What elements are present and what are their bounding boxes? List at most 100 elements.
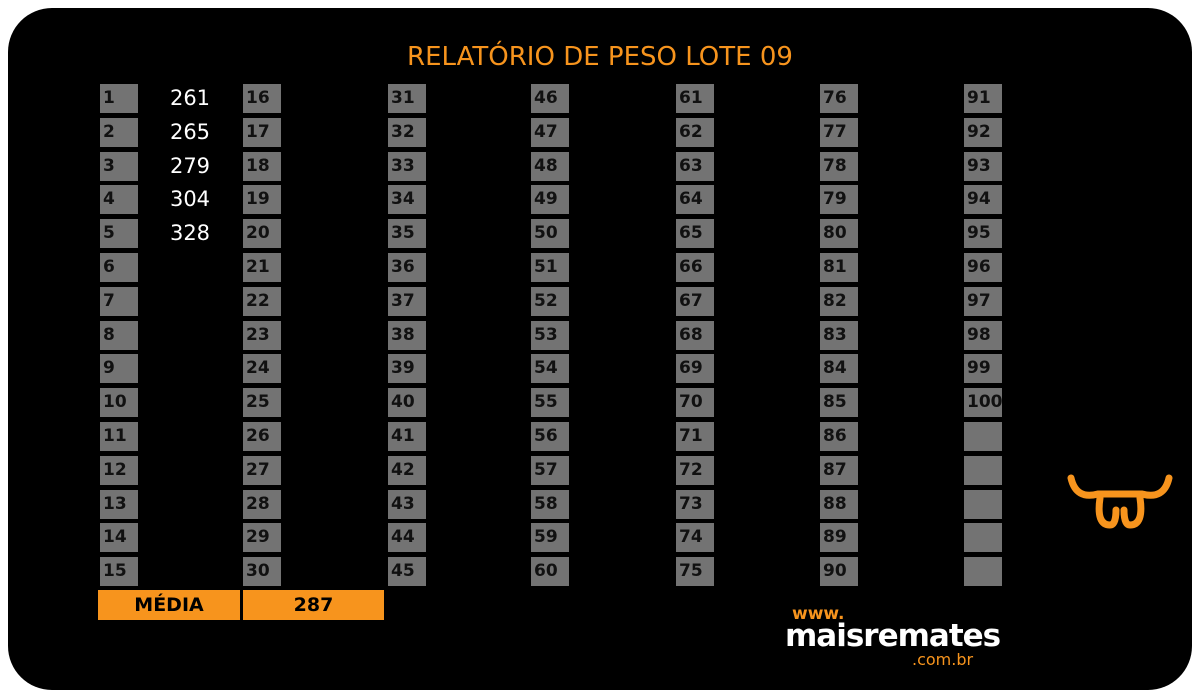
lot-number: 71	[676, 422, 714, 451]
lot-number: 98	[964, 320, 1002, 350]
empty-cell	[964, 523, 1002, 553]
lot-number: 90	[820, 557, 858, 587]
lot-number: 23	[243, 320, 281, 350]
lot-number: 8	[100, 320, 138, 350]
lot-number: 62	[676, 117, 714, 147]
lot-number: 5	[100, 219, 138, 249]
lot-number: 19	[243, 185, 281, 215]
lot-number: 24	[243, 354, 281, 384]
lot-number: 56	[531, 422, 569, 451]
lot-number: 83	[820, 320, 858, 350]
lot-number: 65	[676, 219, 714, 249]
lot-number: 80	[820, 219, 858, 249]
lot-number: 72	[676, 455, 714, 485]
lot-number: 66	[676, 253, 714, 282]
lot-weight: 261	[169, 86, 211, 110]
lot-number: 31	[388, 84, 426, 113]
lot-number: 27	[243, 455, 281, 485]
lot-number: 29	[243, 523, 281, 553]
lot-number: 88	[820, 489, 858, 519]
lot-number: 18	[243, 151, 281, 181]
lot-number: 58	[531, 489, 569, 519]
empty-cell	[964, 489, 1002, 519]
lot-number: 87	[820, 455, 858, 485]
lot-number: 41	[388, 422, 426, 451]
lot-number: 30	[243, 557, 281, 587]
lot-weight: 328	[169, 221, 211, 246]
lot-number: 14	[100, 523, 138, 553]
lot-number: 44	[388, 523, 426, 553]
lot-number: 77	[820, 117, 858, 147]
lot-number: 95	[964, 219, 1002, 249]
lot-number: 20	[243, 219, 281, 249]
lot-number: 79	[820, 185, 858, 215]
lot-number: 64	[676, 185, 714, 215]
lot-number: 84	[820, 354, 858, 384]
lot-number: 39	[388, 354, 426, 384]
lot-number: 70	[676, 388, 714, 418]
title: RELATÓRIO DE PESO LOTE 09	[407, 42, 793, 72]
lot-number: 13	[100, 489, 138, 519]
lot-number: 25	[243, 388, 281, 418]
lot-number: 68	[676, 320, 714, 350]
lot-number: 38	[388, 320, 426, 350]
lot-number: 51	[531, 253, 569, 282]
lot-number: 63	[676, 151, 714, 181]
lot-number: 6	[100, 253, 138, 282]
lot-number: 74	[676, 523, 714, 553]
lot-number: 45	[388, 557, 426, 587]
lot-number: 4	[100, 185, 138, 215]
lot-number: 97	[964, 286, 1002, 316]
lot-number: 7	[100, 286, 138, 316]
lot-number: 86	[820, 422, 858, 451]
lot-number: 96	[964, 253, 1002, 282]
lot-number: 40	[388, 388, 426, 418]
lot-number: 50	[531, 219, 569, 249]
lot-number: 99	[964, 354, 1002, 384]
logo-name: maisremates	[785, 618, 1001, 654]
lot-number: 100	[964, 388, 1003, 418]
lot-number: 82	[820, 286, 858, 316]
lot-number: 43	[388, 489, 426, 519]
lot-number: 16	[243, 84, 281, 113]
empty-cell	[964, 557, 1002, 587]
lot-number: 81	[820, 253, 858, 282]
lot-number: 3	[100, 151, 138, 181]
lot-number: 54	[531, 354, 569, 384]
lot-number: 53	[531, 320, 569, 350]
lot-number: 26	[243, 422, 281, 451]
lot-weight: 265	[169, 119, 211, 144]
lot-number: 37	[388, 286, 426, 316]
lot-number: 61	[676, 84, 714, 113]
lot-number: 36	[388, 253, 426, 282]
lot-number: 47	[531, 117, 569, 147]
logo-suffix: .com.br	[912, 650, 974, 669]
lot-number: 75	[676, 557, 714, 587]
lot-number: 73	[676, 489, 714, 519]
lot-number: 15	[100, 557, 138, 587]
lot-number: 57	[531, 455, 569, 485]
lot-number: 49	[531, 185, 569, 215]
lot-number: 28	[243, 489, 281, 519]
lot-number: 2	[100, 117, 138, 147]
lot-number: 59	[531, 523, 569, 553]
empty-cell	[964, 455, 1002, 485]
lot-number: 12	[100, 455, 138, 485]
lot-number: 9	[100, 354, 138, 384]
average-value: 287	[243, 590, 384, 620]
lot-number: 32	[388, 117, 426, 147]
logo-prefix: www.	[792, 604, 845, 624]
empty-cell	[964, 422, 1002, 451]
lot-number: 69	[676, 354, 714, 384]
lot-number: 85	[820, 388, 858, 418]
lot-number: 93	[964, 151, 1002, 181]
average-label: MÉDIA	[98, 590, 240, 620]
lot-number: 17	[243, 117, 281, 147]
lot-number: 92	[964, 117, 1002, 147]
lot-number: 52	[531, 286, 569, 316]
lot-number: 89	[820, 523, 858, 553]
lot-weight: 304	[169, 187, 211, 212]
lot-weight: 279	[169, 153, 211, 178]
lot-number: 42	[388, 455, 426, 485]
